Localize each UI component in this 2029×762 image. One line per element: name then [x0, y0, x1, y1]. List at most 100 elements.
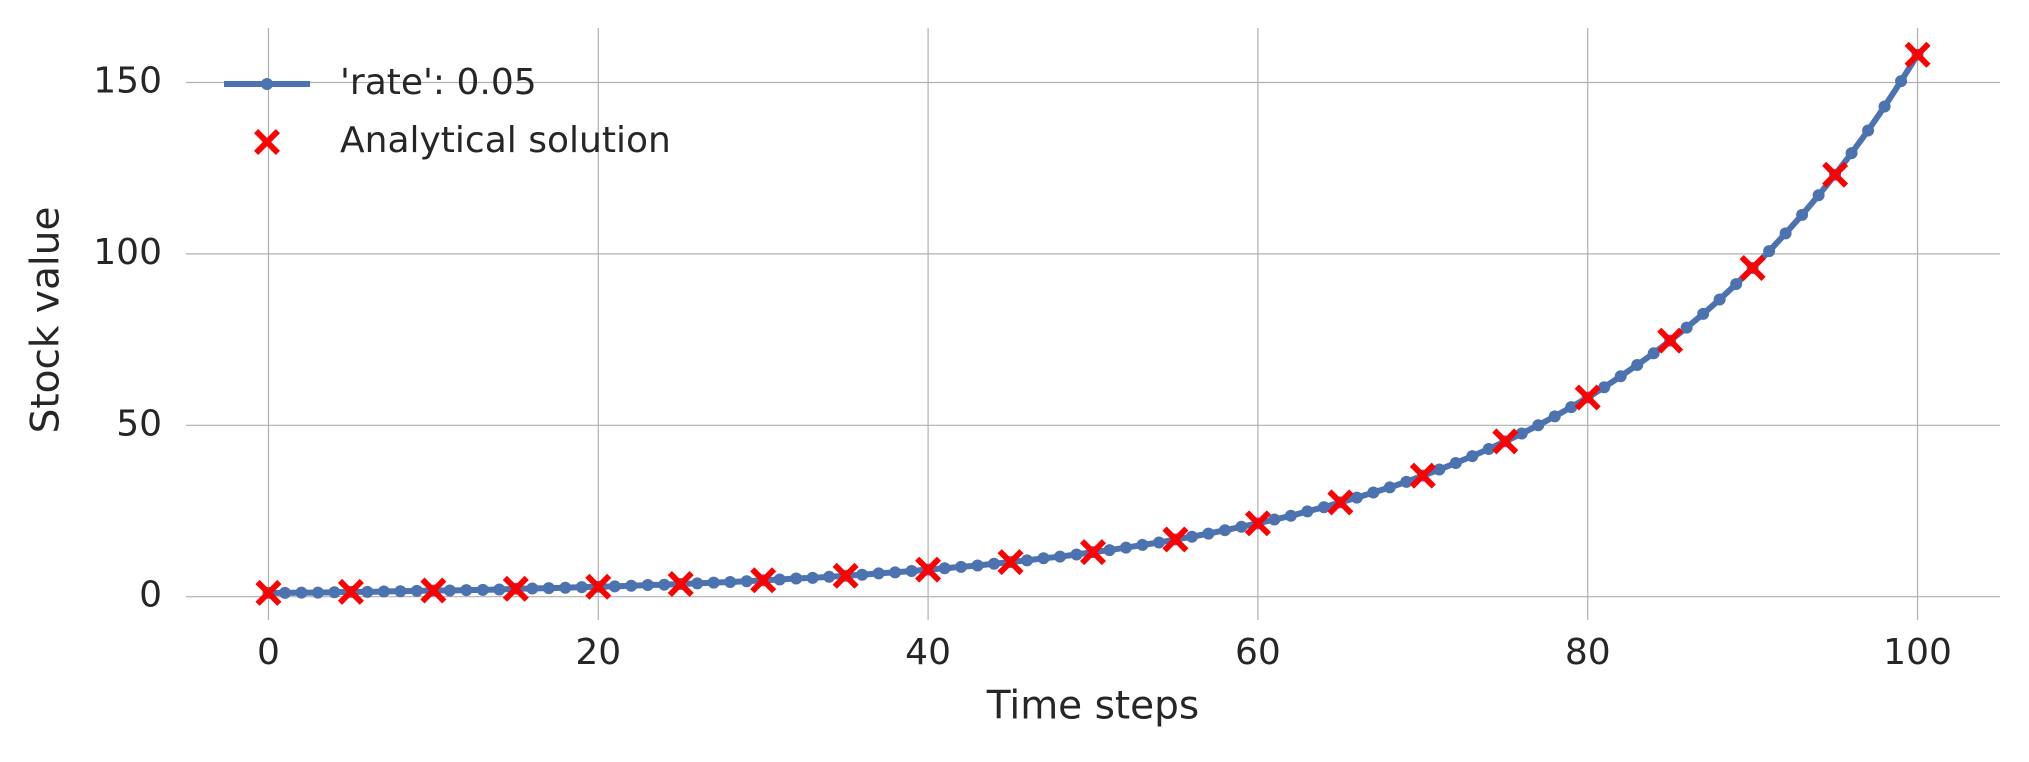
- point: [377, 585, 390, 598]
- point: [1244, 510, 1271, 537]
- point: [443, 584, 456, 597]
- point: [1235, 520, 1248, 533]
- point: [1904, 41, 1931, 68]
- x-tick-label: 20: [575, 632, 621, 673]
- point: [526, 582, 539, 595]
- grid: [186, 28, 2000, 620]
- point: [1730, 278, 1743, 291]
- point: [1367, 486, 1380, 499]
- point: [1574, 384, 1601, 411]
- x-tick-label: 60: [1235, 632, 1281, 673]
- x-tick-label: 0: [257, 632, 280, 673]
- point: [997, 549, 1024, 576]
- point: [1185, 530, 1198, 543]
- point: [1713, 293, 1726, 306]
- point: [278, 586, 291, 599]
- point: [1515, 427, 1528, 440]
- point: [1317, 501, 1330, 514]
- point: [905, 564, 918, 577]
- point: [361, 585, 374, 598]
- point: [1822, 161, 1849, 188]
- point: [1697, 307, 1710, 320]
- point: [1862, 124, 1875, 137]
- y-tick-label: 100: [93, 232, 162, 273]
- point: [971, 559, 984, 572]
- point: [460, 584, 473, 597]
- point: [1070, 548, 1083, 561]
- point: [790, 572, 803, 585]
- point: [1466, 450, 1479, 463]
- point: [1218, 524, 1231, 537]
- point: [1103, 544, 1116, 557]
- y-tick-label: 50: [116, 403, 162, 444]
- legend-marker: [254, 129, 280, 155]
- point: [1812, 189, 1825, 202]
- legend-label: 'rate': 0.05: [340, 62, 537, 103]
- legend-marker: [261, 78, 273, 90]
- point: [889, 566, 902, 579]
- y-tick-label: 150: [93, 61, 162, 102]
- point: [585, 573, 612, 600]
- x-axis-label: Time steps: [986, 684, 1200, 729]
- point: [625, 579, 638, 592]
- point: [1268, 513, 1281, 526]
- point: [502, 575, 529, 602]
- legend-label: Analytical solution: [340, 120, 671, 161]
- point: [724, 575, 737, 588]
- point: [1202, 527, 1215, 540]
- point: [1433, 463, 1446, 476]
- point: [1895, 75, 1908, 88]
- y-axis-label: Stock value: [24, 207, 69, 434]
- point: [1878, 100, 1891, 113]
- point: [1383, 481, 1396, 494]
- point: [1162, 526, 1189, 553]
- point: [691, 577, 704, 590]
- point: [410, 584, 423, 597]
- point: [311, 586, 324, 599]
- point: [420, 577, 447, 604]
- point: [1763, 245, 1776, 258]
- point: [1152, 536, 1165, 549]
- point: [1037, 552, 1050, 565]
- point: [295, 586, 308, 599]
- point: [328, 586, 341, 599]
- x-tick-label: 100: [1883, 632, 1952, 673]
- point: [1598, 381, 1611, 394]
- point: [1482, 442, 1495, 455]
- point: [1400, 475, 1413, 488]
- point: [1779, 227, 1792, 240]
- point: [856, 568, 869, 581]
- point: [667, 571, 694, 598]
- point: [750, 567, 777, 594]
- point: [1080, 539, 1106, 566]
- point: [1614, 370, 1627, 383]
- point: [337, 578, 364, 605]
- point: [255, 579, 282, 606]
- point: [1532, 419, 1545, 432]
- point: [1492, 428, 1519, 455]
- point: [1350, 491, 1363, 504]
- x-tick-label: 40: [905, 632, 951, 673]
- point: [938, 562, 951, 575]
- point: [1449, 457, 1462, 470]
- x-tick-label: 80: [1565, 632, 1611, 673]
- point: [1327, 489, 1354, 516]
- point: [542, 582, 555, 595]
- point: [394, 585, 407, 598]
- point: [1631, 358, 1644, 371]
- point: [1548, 410, 1561, 423]
- point: [806, 571, 819, 584]
- point: [740, 575, 753, 588]
- point: [707, 576, 720, 589]
- point: [1796, 208, 1809, 221]
- point: [1284, 509, 1297, 522]
- point: [872, 567, 885, 580]
- point: [608, 580, 621, 593]
- point: [575, 581, 588, 594]
- point: [988, 557, 1001, 570]
- y-tick-label: 0: [139, 575, 162, 616]
- point: [832, 562, 859, 589]
- point: [658, 578, 671, 591]
- point: [1409, 462, 1436, 489]
